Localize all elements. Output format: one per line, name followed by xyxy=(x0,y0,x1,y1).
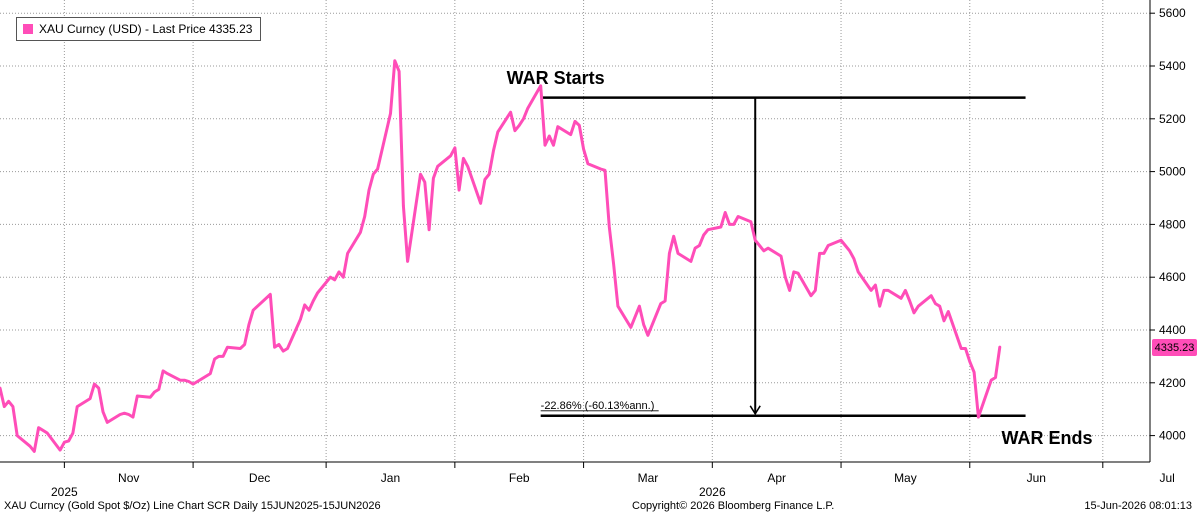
change-arrow-head xyxy=(749,405,761,416)
war-starts-label: WAR Starts xyxy=(506,67,605,88)
y-tick-label: 4400 xyxy=(1159,323,1186,337)
y-tick-label: 4000 xyxy=(1159,429,1186,443)
y-tick-label: 5000 xyxy=(1159,165,1186,179)
war-ends-label: WAR Ends xyxy=(1001,427,1093,448)
footer-chart-description: XAU Curncy (Gold Spot $/Oz) Line Chart S… xyxy=(4,500,381,512)
last-price-badge: 4335.23 xyxy=(1152,339,1197,357)
price-line xyxy=(0,59,1002,453)
footer-copyright: Copyright© 2026 Bloomberg Finance L.P. xyxy=(632,500,835,512)
x-tick-label: Nov xyxy=(118,471,139,485)
x-tick-label: Jan xyxy=(381,471,400,485)
x-tick-label: Jun xyxy=(1027,471,1046,485)
y-tick-label: 5600 xyxy=(1159,6,1186,20)
y-tick-label: 4200 xyxy=(1159,376,1186,390)
chart-axes: 4000 4200 4400 4600 4800 5000 5200 5400 5600 Nov D… xyxy=(0,0,1186,499)
legend-label: XAU Curncy (USD) - Last Price 4335.23 xyxy=(39,22,253,36)
chart-annotations: -22.86% (-60.13%ann.) xyxy=(540,96,1026,418)
y-tick-label: 5200 xyxy=(1159,112,1186,126)
y-tick-label: 4800 xyxy=(1159,217,1186,231)
footer-timestamp: 15-Jun-2026 08:01:13 xyxy=(1084,500,1192,512)
chart-series xyxy=(0,59,1002,453)
x-tick-label: Mar xyxy=(638,471,659,485)
x-year-label: 2026 xyxy=(699,485,726,499)
x-tick-label: Feb xyxy=(509,471,530,485)
y-tick-label: 4600 xyxy=(1159,270,1186,284)
legend-swatch xyxy=(23,24,33,34)
x-tick-label: Jul xyxy=(1159,471,1174,485)
chart-legend[interactable]: XAU Curncy (USD) - Last Price 4335.23 xyxy=(16,17,262,41)
x-tick-label: Dec xyxy=(249,471,270,485)
change-label: -22.86% (-60.13%ann.) xyxy=(541,400,655,412)
x-year-label: 2025 xyxy=(51,485,78,499)
x-tick-label: May xyxy=(894,471,917,485)
x-tick-label: Apr xyxy=(767,471,786,485)
y-tick-label: 5400 xyxy=(1159,59,1186,73)
